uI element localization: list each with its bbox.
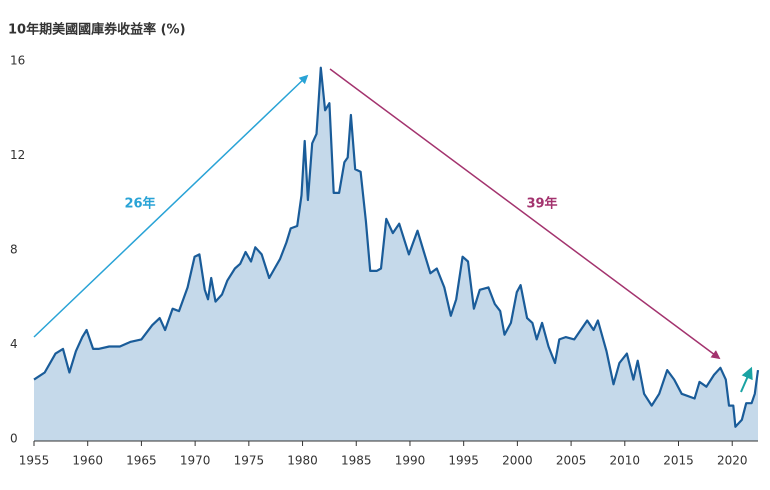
y-tick-label: 12 xyxy=(10,148,25,162)
arrow-recent xyxy=(740,366,753,393)
y-tick-label: 16 xyxy=(10,54,25,68)
x-tick-label: 1975 xyxy=(234,454,265,468)
x-tick-label: 2010 xyxy=(610,454,641,468)
x-tick-label: 2000 xyxy=(502,454,533,468)
x-tick-label: 1980 xyxy=(287,454,318,468)
x-tick-label: 2005 xyxy=(556,454,587,468)
annotation: 26年 xyxy=(124,196,155,212)
arrow-up xyxy=(33,74,309,338)
plot: 0 4 8 12 16 1955 1960 1965 1970 1975 1980 1985 1990 1… xyxy=(10,54,760,468)
line xyxy=(33,66,760,428)
x-tick-label: 2020 xyxy=(717,454,748,468)
x-tick-label: 2015 xyxy=(663,454,694,468)
annotation: 39年 xyxy=(526,196,557,212)
area xyxy=(34,67,758,441)
x-tick-label: 1965 xyxy=(126,454,157,468)
x-tick-label: 1995 xyxy=(448,454,479,468)
arrow-down xyxy=(329,68,721,360)
x-tick-label: 1955 xyxy=(19,454,50,468)
y-tick-label: 0 xyxy=(10,432,18,446)
y-tick-label: 8 xyxy=(10,243,18,257)
y-tick-label: 4 xyxy=(10,337,18,351)
x-tick-label: 1985 xyxy=(341,454,372,468)
x-tick-label: 1990 xyxy=(395,454,426,468)
x-tick-label: 1960 xyxy=(72,454,103,468)
chart-title: 10年期美國國庫券收益率 (%) xyxy=(8,22,186,38)
x-tick-label: 1970 xyxy=(180,454,211,468)
